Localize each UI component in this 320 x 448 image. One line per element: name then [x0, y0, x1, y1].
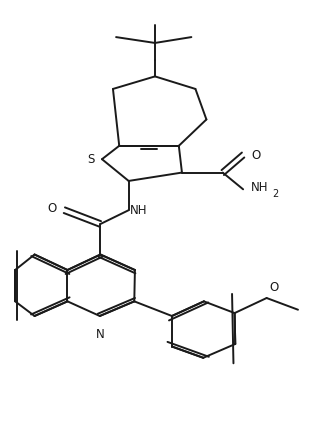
- Text: NH: NH: [251, 181, 268, 194]
- Text: O: O: [251, 148, 260, 162]
- Text: O: O: [47, 202, 57, 215]
- Text: 2: 2: [272, 190, 278, 199]
- Text: S: S: [87, 153, 94, 166]
- Text: O: O: [269, 281, 278, 294]
- Text: N: N: [95, 327, 104, 340]
- Text: NH: NH: [130, 204, 148, 217]
